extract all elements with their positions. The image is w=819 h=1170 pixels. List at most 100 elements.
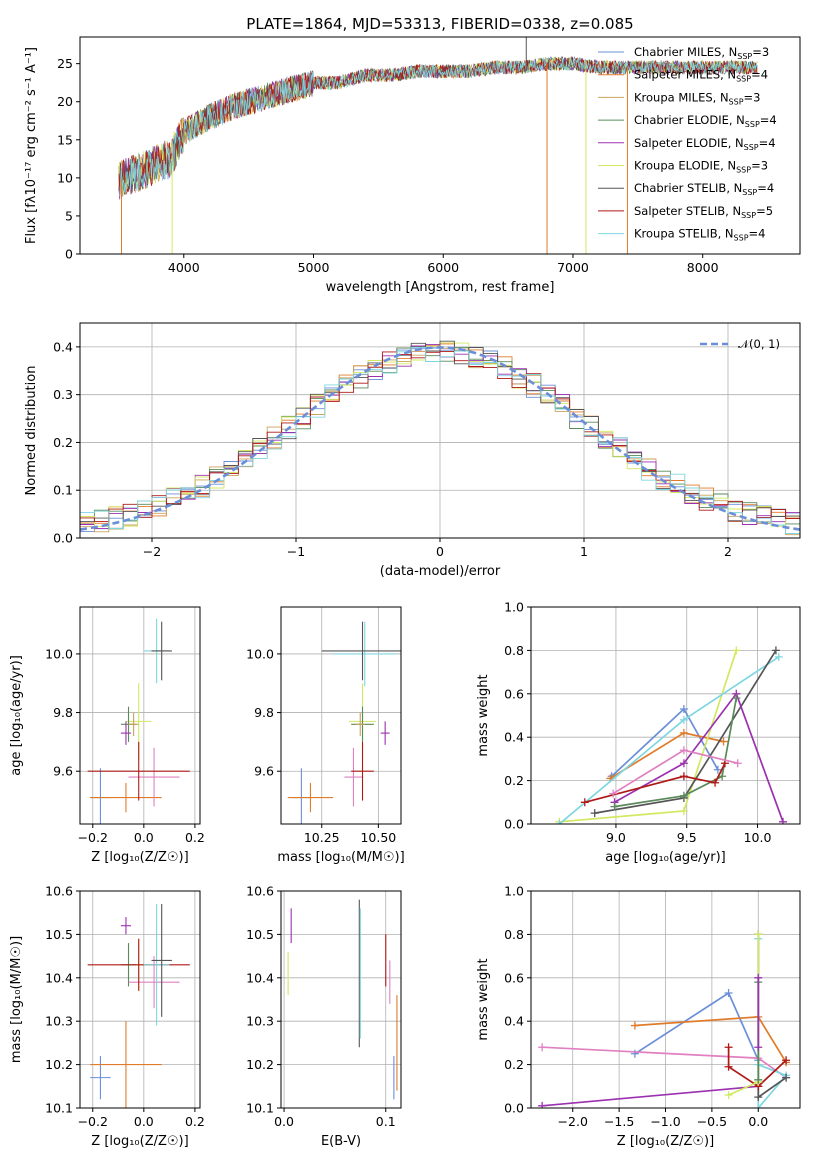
massweight_vs_age-plot-area [555,646,788,824]
mass_vs_Z-plot-area [87,904,190,1108]
y-tick-label: 0.0 [504,1101,524,1116]
salpeter_miles-weight-marker [679,728,688,737]
x-tick-label: 0.0 [748,1114,768,1129]
y-axis-label: Normed distribution [24,366,39,496]
y-tick-label: 9.6 [53,764,73,779]
x-tick-label: 2 [724,544,732,559]
y-tick-label: 10.6 [45,884,73,899]
salpeter_elodie-weight-line [614,692,784,823]
salpeter_elodie-weight-line [542,1085,759,1107]
kroupa_elodie-weight-marker [754,930,763,939]
x-tick-label: 10.0 [744,830,772,845]
y-tick-label: 10.4 [45,970,73,985]
legend-label: Chabrier STELIB, NSSP=4 [634,181,774,197]
legend-label: Chabrier MILES, NSSP=3 [634,45,769,61]
y-tick-label: 0.0 [504,817,524,832]
legend-label: Salpeter MILES, NSSP=4 [634,68,768,84]
x-tick-label: 7000 [557,260,589,275]
x-tick-label: 10.25 [304,830,340,845]
salpeter_elodie-weight-marker [754,1043,763,1052]
massweight_vs_Z-panel: −2.0 −1.5 −1.0 −0.5 0.0 0.0 0.2 0.4 0.6 0.8 1.0 Z [… [476,884,801,1149]
x-axis-label: Z [log₁₀(Z/Z☉)] [91,1134,188,1149]
y-tick-label: 0.1 [53,483,73,498]
x-tick-label: 6000 [427,260,459,275]
normal-curve [80,346,800,531]
pink-weight-marker [538,1043,547,1052]
chabrier_elodie-weight-marker [610,802,619,811]
salpeter_stelib-weight-line [584,762,726,804]
x-tick-label: −0.5 [697,1114,727,1129]
y-tick-label: 10.5 [246,927,274,942]
mass_vs_Z-frame [79,890,201,1109]
x-tick-label: 10.50 [360,830,396,845]
chabrier_miles-weight-marker [679,704,688,713]
y-tick-label: 10.2 [246,1057,274,1072]
massweight_vs_Z-plot-area [538,930,791,1108]
y-tick-label: 9.6 [254,764,274,779]
y-tick-label: 20 [57,94,73,109]
legend-label: Kroupa ELODIE, NSSP=3 [634,159,768,175]
y-tick-label: 0.2 [53,435,73,450]
figure-title: PLATE=1864, MJD=53313, FIBERID=0338, z=0… [246,15,633,33]
chabrier_elodie-weight-marker [732,694,741,703]
chabrier_miles-weight-line [634,991,760,1061]
y-tick-label: 0.6 [504,686,524,701]
y-tick-label: 9.8 [254,705,274,720]
age_vs_Z-frame [79,606,201,825]
x-tick-label: 0.0 [274,1114,294,1129]
x-tick-label: 9.0 [606,830,626,845]
kroupa_stelib-weight-marker [754,1104,763,1108]
residuals-frame [79,322,801,539]
chabrier_stelib-weight-marker [782,1073,791,1082]
y-tick-label: 0.4 [53,339,73,354]
y-tick-label: 1.0 [504,884,524,899]
x-tick-label: −0.2 [78,830,108,845]
legend-label: Salpeter ELODIE, NSSP=4 [634,136,776,152]
y-tick-label: 9.8 [53,705,73,720]
x-tick-label: −2.0 [558,1114,588,1129]
y-tick-label: 0.8 [504,927,524,942]
y-axis-label: mass weight [476,674,491,756]
massweight_vs_age-frame [530,606,801,825]
x-axis-label: wavelength [Angstrom, rest frame] [326,280,555,295]
x-tick-label: 4000 [168,260,200,275]
age_vs_Z-panel: −0.2 0.0 0.2 9.6 9.8 10.0 Z [log₁₀(Z/Z☉)] age [… [9,606,205,865]
x-tick-label: 0.0 [134,1114,154,1129]
pink-weight-marker [679,746,688,755]
y-tick-label: 10 [57,170,73,185]
salpeter_elodie-weight-marker [779,817,788,824]
y-tick-label: 0.6 [504,970,524,985]
chabrier_stelib-weight-marker [771,646,780,655]
x-tick-label: 0.1 [376,1114,396,1129]
y-tick-label: 0.4 [504,730,524,745]
salpeter_stelib-weight-marker [782,1056,791,1065]
x-axis-label: age [log₁₀(age/yr)] [605,850,726,865]
chabrier_elodie-weight-marker [679,791,688,800]
kroupa_stelib-weight-marker [555,820,564,824]
x-tick-label: 1 [580,544,588,559]
legend-label: Salpeter STELIB, NSSP=5 [634,204,773,220]
chabrier_elodie-weight-line [614,697,738,808]
chabrier_stelib-weight-marker [754,1093,763,1102]
panels-group: 4000 5000 6000 7000 80000510152025wavelength… [9,36,801,1149]
salpeter_stelib-weight-marker [711,778,720,787]
kroupa_elodie-weight-marker [732,646,741,655]
x-tick-label: 8000 [687,260,719,275]
x-axis-label: Z [log₁₀(Z/Z☉)] [91,850,188,865]
kroupa_elodie-weight-marker [679,806,688,815]
x-tick-label: −0.2 [78,1114,108,1129]
x-tick-label: 0.0 [134,830,154,845]
x-tick-label: 0 [436,544,444,559]
legend-label: Kroupa MILES, NSSP=3 [634,90,760,106]
y-tick-label: 0 [65,247,73,262]
salpeter_stelib-weight-marker [724,1062,733,1071]
residuals-panel: −2 −1 0 1 2 0.0 0.1 0.2 0.3 0.4 (data-model)/error… [24,322,801,579]
age_vs_mass-panel: 10.25 10.50 9.6 9.8 10.0 mass [log₁₀(M/M☉)] [246,606,405,865]
salpeter_elodie-weight-marker [754,973,763,982]
x-tick-label: 0.2 [185,830,205,845]
x-tick-label: 9.5 [677,830,697,845]
massweight_vs_age-panel: 9.0 9.5 10.0 0.0 0.2 0.4 0.6 0.8 1.0 age [log₁₀(a… [476,600,801,865]
chabrier_elodie-weight-marker [718,772,727,781]
pink-weight-line [542,1046,787,1079]
y-tick-label: 0.3 [53,387,73,402]
